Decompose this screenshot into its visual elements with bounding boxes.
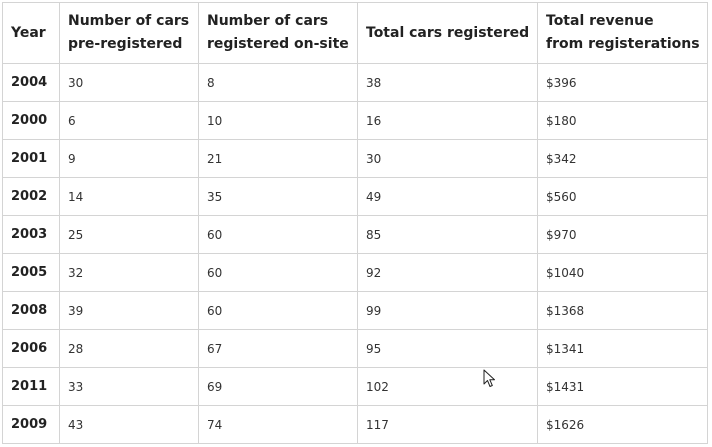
cell-total-revenue: $342 <box>537 139 708 178</box>
cell-year: 2001 <box>2 139 60 178</box>
cell-pre-registered: 25 <box>59 215 199 254</box>
cell-year: 2008 <box>2 291 60 330</box>
cell-total-registered: 95 <box>357 329 538 368</box>
cell-year: 2000 <box>2 101 60 140</box>
cell-pre-registered: 6 <box>59 101 199 140</box>
cell-year: 2005 <box>2 253 60 292</box>
header-total-registered: Total cars registered <box>357 2 538 64</box>
header-on-site-line-2: registered on-site <box>207 36 349 52</box>
table-header-row: Year Number of cars pre-registered Numbe… <box>2 2 708 64</box>
table-row: 2005 32 60 92 $1040 <box>2 253 708 292</box>
header-total-revenue: Total revenue from registerations <box>537 2 708 64</box>
cell-total-revenue: $1040 <box>537 253 708 292</box>
cell-registered-on-site: 74 <box>198 405 358 444</box>
header-on-site-line-1: Number of cars <box>207 13 329 29</box>
cell-year: 2002 <box>2 177 60 216</box>
table-row: 2000 6 10 16 $180 <box>2 101 708 140</box>
header-pre-registered-line-2: pre-registered <box>68 36 183 52</box>
cell-year: 2003 <box>2 215 60 254</box>
cell-pre-registered: 14 <box>59 177 199 216</box>
cell-registered-on-site: 67 <box>198 329 358 368</box>
cell-total-revenue: $970 <box>537 215 708 254</box>
cell-pre-registered: 28 <box>59 329 199 368</box>
table-row: 2003 25 60 85 $970 <box>2 215 708 254</box>
cell-pre-registered: 30 <box>59 63 199 102</box>
header-year: Year <box>2 2 60 64</box>
table-row: 2004 30 8 38 $396 <box>2 63 708 102</box>
table-row: 2008 39 60 99 $1368 <box>2 291 708 330</box>
cell-total-revenue: $1626 <box>537 405 708 444</box>
cell-registered-on-site: 8 <box>198 63 358 102</box>
cell-total-revenue: $1431 <box>537 367 708 406</box>
cell-total-registered: 30 <box>357 139 538 178</box>
mouse-pointer-icon <box>483 369 495 387</box>
cell-total-revenue: $1341 <box>537 329 708 368</box>
cell-total-registered: 92 <box>357 253 538 292</box>
cell-pre-registered: 43 <box>59 405 199 444</box>
cell-total-registered: 85 <box>357 215 538 254</box>
cell-total-registered: 117 <box>357 405 538 444</box>
cell-registered-on-site: 60 <box>198 215 358 254</box>
cell-registered-on-site: 60 <box>198 253 358 292</box>
table-row: 2006 28 67 95 $1341 <box>2 329 708 368</box>
cell-registered-on-site: 21 <box>198 139 358 178</box>
cell-registered-on-site: 35 <box>198 177 358 216</box>
cell-total-registered: 102 <box>357 367 538 406</box>
cell-pre-registered: 32 <box>59 253 199 292</box>
cell-total-registered: 38 <box>357 63 538 102</box>
table-row: 2011 33 69 102 $1431 <box>2 367 708 406</box>
cell-pre-registered: 33 <box>59 367 199 406</box>
header-revenue-line-1: Total revenue <box>546 13 654 29</box>
table-row: 2002 14 35 49 $560 <box>2 177 708 216</box>
header-pre-registered: Number of cars pre-registered <box>59 2 199 64</box>
cell-total-registered: 16 <box>357 101 538 140</box>
cell-total-revenue: $396 <box>537 63 708 102</box>
cell-year: 2004 <box>2 63 60 102</box>
cell-registered-on-site: 69 <box>198 367 358 406</box>
header-total-line-1: Total cars registered <box>366 24 530 41</box>
cell-total-registered: 49 <box>357 177 538 216</box>
cell-registered-on-site: 10 <box>198 101 358 140</box>
cell-registered-on-site: 60 <box>198 291 358 330</box>
cell-total-registered: 99 <box>357 291 538 330</box>
header-revenue-line-2: from registerations <box>546 36 700 52</box>
header-year-line-1: Year <box>11 24 46 41</box>
table-row: 2001 9 21 30 $342 <box>2 139 708 178</box>
table-body: 2004 30 8 38 $396 2000 6 10 16 $180 2001 9 21 30 $342 2… <box>2 63 708 444</box>
cell-total-revenue: $180 <box>537 101 708 140</box>
table-row: 2009 43 74 117 $1626 <box>2 405 708 444</box>
cell-total-revenue: $560 <box>537 177 708 216</box>
cell-year: 2009 <box>2 405 60 444</box>
cell-pre-registered: 9 <box>59 139 199 178</box>
header-registered-on-site: Number of cars registered on-site <box>198 2 358 64</box>
cell-total-revenue: $1368 <box>537 291 708 330</box>
cell-year: 2011 <box>2 367 60 406</box>
header-pre-registered-line-1: Number of cars <box>68 13 190 29</box>
cell-year: 2006 <box>2 329 60 368</box>
cell-pre-registered: 39 <box>59 291 199 330</box>
